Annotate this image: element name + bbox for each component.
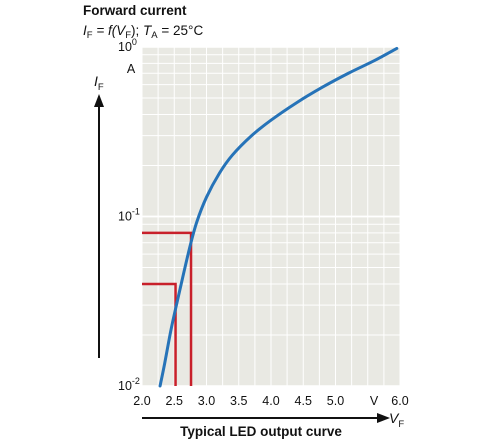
y-axis-var: I xyxy=(94,73,98,89)
x-tick-labels: 2.0 2.5 3.0 3.5 4.0 4.5 5.0 6.0 xyxy=(133,394,408,408)
y-axis-sub: F xyxy=(98,82,104,93)
x-tick-label: 4.5 xyxy=(295,394,312,408)
chart-subtitle: IF = f(VF); TA = 25°C xyxy=(83,23,203,41)
y-tick-exponent: -1 xyxy=(132,207,140,217)
marker-line-1 xyxy=(142,231,193,386)
y-tick-label: 10-1 xyxy=(118,207,140,224)
x-axis-var: V xyxy=(389,410,400,426)
x-axis-arrow-head xyxy=(377,413,390,423)
x-tick-label: 2.5 xyxy=(166,394,183,408)
y-tick-exponent: 0 xyxy=(132,37,137,47)
x-axis-sub: F xyxy=(398,419,404,430)
subtitle-current-var: I xyxy=(83,23,87,38)
x-axis-label: VF xyxy=(389,410,404,430)
x-tick-label: 6.0 xyxy=(391,394,408,408)
y-unit-label: A xyxy=(127,62,136,76)
y-tick-base: 10 xyxy=(118,40,132,54)
series-line-forward-current xyxy=(158,46,399,388)
x-unit-label: V xyxy=(370,394,379,408)
subtitle-current-sub: F xyxy=(87,30,93,41)
x-tick-label: 5.0 xyxy=(327,394,344,408)
subtitle-temp-var: T xyxy=(143,23,153,38)
marker-line-2 xyxy=(142,282,177,386)
y-tick-label: 100 xyxy=(118,37,137,54)
marker-lines xyxy=(142,231,193,386)
subtitle-temp-sub: A xyxy=(151,30,158,41)
x-tick-label: 3.0 xyxy=(198,394,215,408)
y-axis-label: IF xyxy=(94,73,104,93)
x-tick-label: 2.0 xyxy=(133,394,150,408)
y-tick-base: 10 xyxy=(118,379,132,393)
subtitle-eq-end: ); xyxy=(131,23,143,38)
y-tick-base: 10 xyxy=(118,210,132,224)
subtitle-eq-mid: = f( xyxy=(93,23,118,38)
chart-title: Forward current xyxy=(83,3,187,18)
y-axis-arrow-head xyxy=(94,94,104,107)
x-tick-label: 3.5 xyxy=(230,394,247,408)
x-tick-label: 4.0 xyxy=(262,394,279,408)
grid-lines xyxy=(141,46,401,387)
subtitle-voltage-sub: F xyxy=(125,30,131,41)
y-tick-exponent: -2 xyxy=(132,376,140,386)
subtitle-voltage-var: V xyxy=(116,23,127,38)
subtitle-temp-value: = 25°C xyxy=(158,23,204,38)
y-tick-label: 10-2 xyxy=(118,376,140,393)
chart-caption: Typical LED output curve xyxy=(180,424,342,439)
